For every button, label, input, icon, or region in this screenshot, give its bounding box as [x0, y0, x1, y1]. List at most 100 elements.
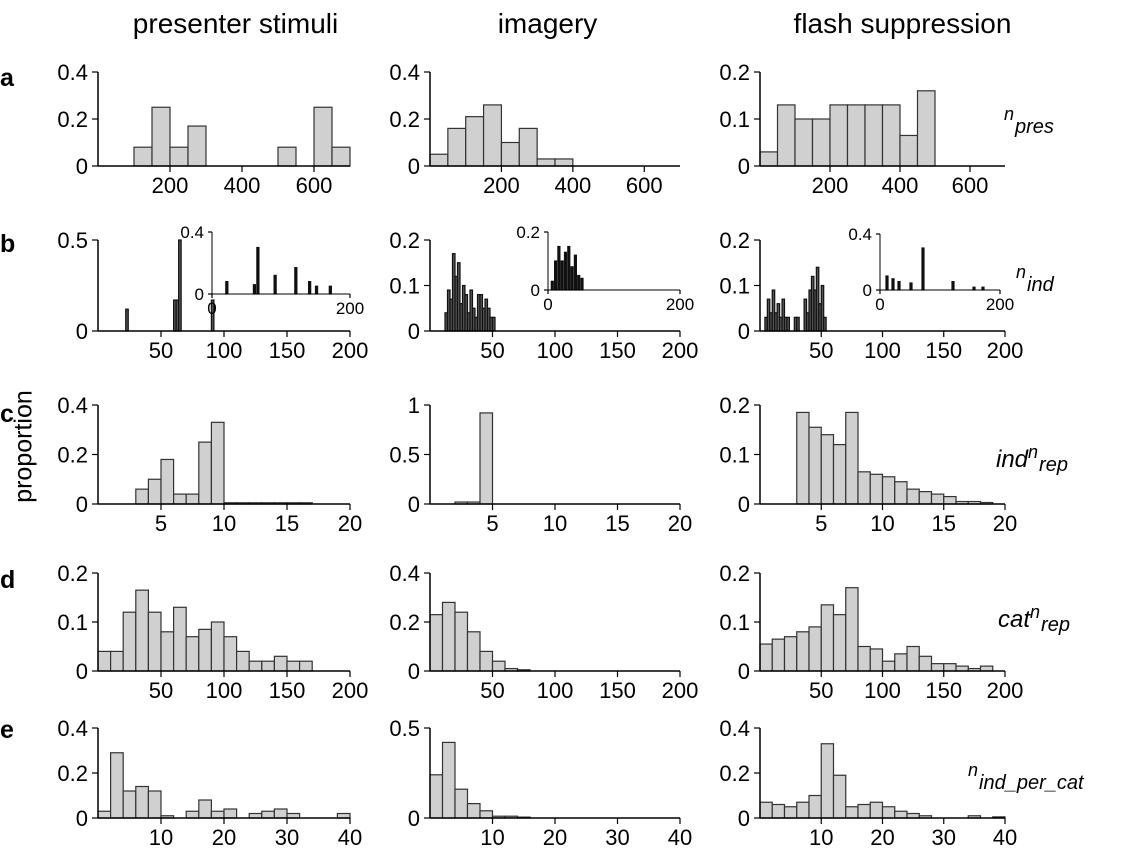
panel-d-2-bar-8 [857, 645, 871, 672]
panel-a-0-ytick-label-1: 0.2 [57, 107, 88, 132]
panel-c-1-bar-2 [479, 412, 494, 505]
panel-a-1-bar-6 [536, 158, 556, 167]
panel-a-0-bar-2 [169, 146, 189, 167]
panel-a-0-xtick-label-1: 400 [224, 173, 261, 198]
var-label-c: indnrep [996, 442, 1068, 476]
panel-c-2-ytick-label-1: 0.1 [719, 442, 750, 467]
panel-e-0-bar-11 [261, 810, 275, 819]
panel-c-2-bar-12 [943, 495, 957, 505]
panel-b-0-inset-ytick-label-1: 0.4 [180, 223, 204, 242]
panel-a-2-bar-5 [846, 104, 866, 167]
panel-c-2-bar-6 [869, 473, 884, 505]
column-title-imagery: imagery [497, 8, 598, 39]
panel-d-0-bar-14 [273, 655, 288, 672]
panel-e-1-xtick-label-3: 40 [668, 825, 692, 850]
panel-d-0-bar-1 [109, 650, 124, 672]
panel-b-1-inset-bar-8 [577, 274, 581, 291]
panel-d-2-bar-0 [759, 643, 773, 672]
panel-c-2-bar-3 [832, 444, 847, 505]
panel-d-2-bar-11 [894, 653, 908, 672]
panel-b-0-inset-bar-7 [328, 285, 332, 295]
panel-c-2-bar-7 [881, 476, 896, 505]
row-letter-d: d [0, 566, 16, 594]
panel-b-0-xtick-label-0: 50 [149, 338, 173, 363]
panel-e-1-xtick-label-2: 30 [605, 825, 629, 850]
panel-d-0-bar-7 [185, 636, 200, 672]
panel-d-2-ytick-label-2: 0.2 [719, 561, 750, 586]
panel-b-2-inset-bar-1 [891, 278, 895, 291]
panel-c-2-ytick-label-2: 0.2 [719, 393, 750, 418]
panel-e-1-xtick-label-1: 20 [543, 825, 567, 850]
panel-c-1-ytick-label-2: 1 [408, 393, 420, 418]
panel-d-0-ytick-label-2: 0.2 [57, 561, 88, 586]
panel-b-1-inset-bar-2 [557, 245, 561, 291]
panel-c-1-ytick-label-0: 0 [408, 492, 420, 517]
panel-c-2-bar-2 [820, 434, 835, 505]
panel-d-2-bar-7 [845, 587, 859, 672]
panel-e-2-ytick-label-1: 0.2 [719, 761, 750, 786]
panel-b-2-xtick-label-3: 200 [987, 338, 1024, 363]
panel-a-1-bar-2 [465, 116, 485, 167]
panel-c-0-ytick-label-0: 0 [76, 492, 88, 517]
panel-b-1-inset-bar-6 [570, 266, 574, 291]
panel-d-0-ytick-label-0: 0 [76, 659, 88, 684]
panel-e-2-xtick-label-3: 40 [993, 825, 1017, 850]
panel-e-2-bar-4 [808, 794, 822, 819]
panel-b-1-ytick-label-0: 0 [408, 319, 420, 344]
panel-d-2-bar-5 [820, 604, 835, 672]
panel-d-0-bar-6 [173, 606, 187, 672]
panel-e-2-xtick-label-2: 30 [932, 825, 956, 850]
panel-b-0-inset-xtick-label-1: 200 [336, 299, 364, 318]
panel-a-2-bar-9 [916, 90, 936, 167]
panel-a-2-xtick-label-1: 400 [882, 173, 919, 198]
panel-e-0-bar-6 [185, 810, 200, 819]
panel-d-0-xtick-label-0: 50 [149, 678, 173, 703]
panel-e-0-xtick-label-3: 40 [338, 825, 362, 850]
panel-d-1-xtick-label-1: 100 [537, 678, 574, 703]
panel-e-2-xtick-label-1: 20 [870, 825, 894, 850]
row-letter-b: b [0, 230, 16, 258]
panel-d-0-bar-0 [97, 650, 112, 672]
var-label-b-sub: ind [1027, 274, 1054, 296]
panel-d-0-bar-12 [248, 660, 263, 672]
panel-d-0-bar-13 [261, 660, 275, 672]
panel-b-1-bar-19 [491, 316, 496, 332]
var-label-a-sub: pres [1015, 116, 1054, 138]
panel-c-0-bar-0 [135, 488, 150, 505]
panel-d-0-xtick-label-3: 200 [332, 678, 369, 703]
var-label-b: nind [1016, 262, 1054, 296]
panel-c-0-ytick-label-1: 0.2 [57, 442, 88, 467]
panel-e-0-bar-1 [109, 752, 124, 819]
panel-d-0-bar-3 [135, 589, 150, 672]
panel-e-1-bar-0 [429, 774, 444, 819]
panel-b-2-xtick-label-1: 100 [864, 338, 901, 363]
panel-d-0-bar-2 [122, 611, 137, 672]
panel-c-1-ytick-label-1: 0.5 [389, 442, 420, 467]
panel-e-1-ytick-label-1: 0.5 [389, 716, 420, 741]
var-label-e: nind_per_cat [968, 760, 1084, 794]
panel-d-2-ytick-label-1: 0.1 [719, 610, 750, 635]
panel-e-1-xtick-label-0: 10 [480, 825, 504, 850]
panel-e-0-xtick-label-2: 30 [275, 825, 299, 850]
panel-e-0-bar-3 [135, 785, 150, 819]
panel-e-2-bar-7 [845, 806, 859, 819]
panel-e-1-bar-2 [454, 788, 469, 819]
panel-d-2-xtick-label-2: 150 [925, 678, 962, 703]
panel-d-1-ytick-label-0: 0 [408, 659, 420, 684]
panel-b-1-xtick-label-0: 50 [480, 338, 504, 363]
panel-e-2-bar-11 [894, 810, 908, 819]
panel-d-2-bar-10 [881, 660, 896, 672]
panel-b-1-inset-bar-1 [553, 260, 558, 291]
panel-c-0-xtick-label-1: 10 [212, 511, 236, 536]
panel-a-2-bar-6 [864, 104, 884, 167]
panel-e-0-bar-9 [223, 808, 238, 819]
panel-e-0-ytick-label-1: 0.2 [57, 761, 88, 786]
panel-a-2-bar-0 [759, 151, 779, 167]
panel-e-0-bar-4 [147, 790, 162, 819]
panel-c-0-xtick-label-2: 15 [275, 511, 299, 536]
panel-d-2-ytick-label-0: 0 [738, 659, 750, 684]
panel-d-2-xtick-label-3: 200 [987, 678, 1024, 703]
row-letter-a: a [0, 64, 14, 92]
